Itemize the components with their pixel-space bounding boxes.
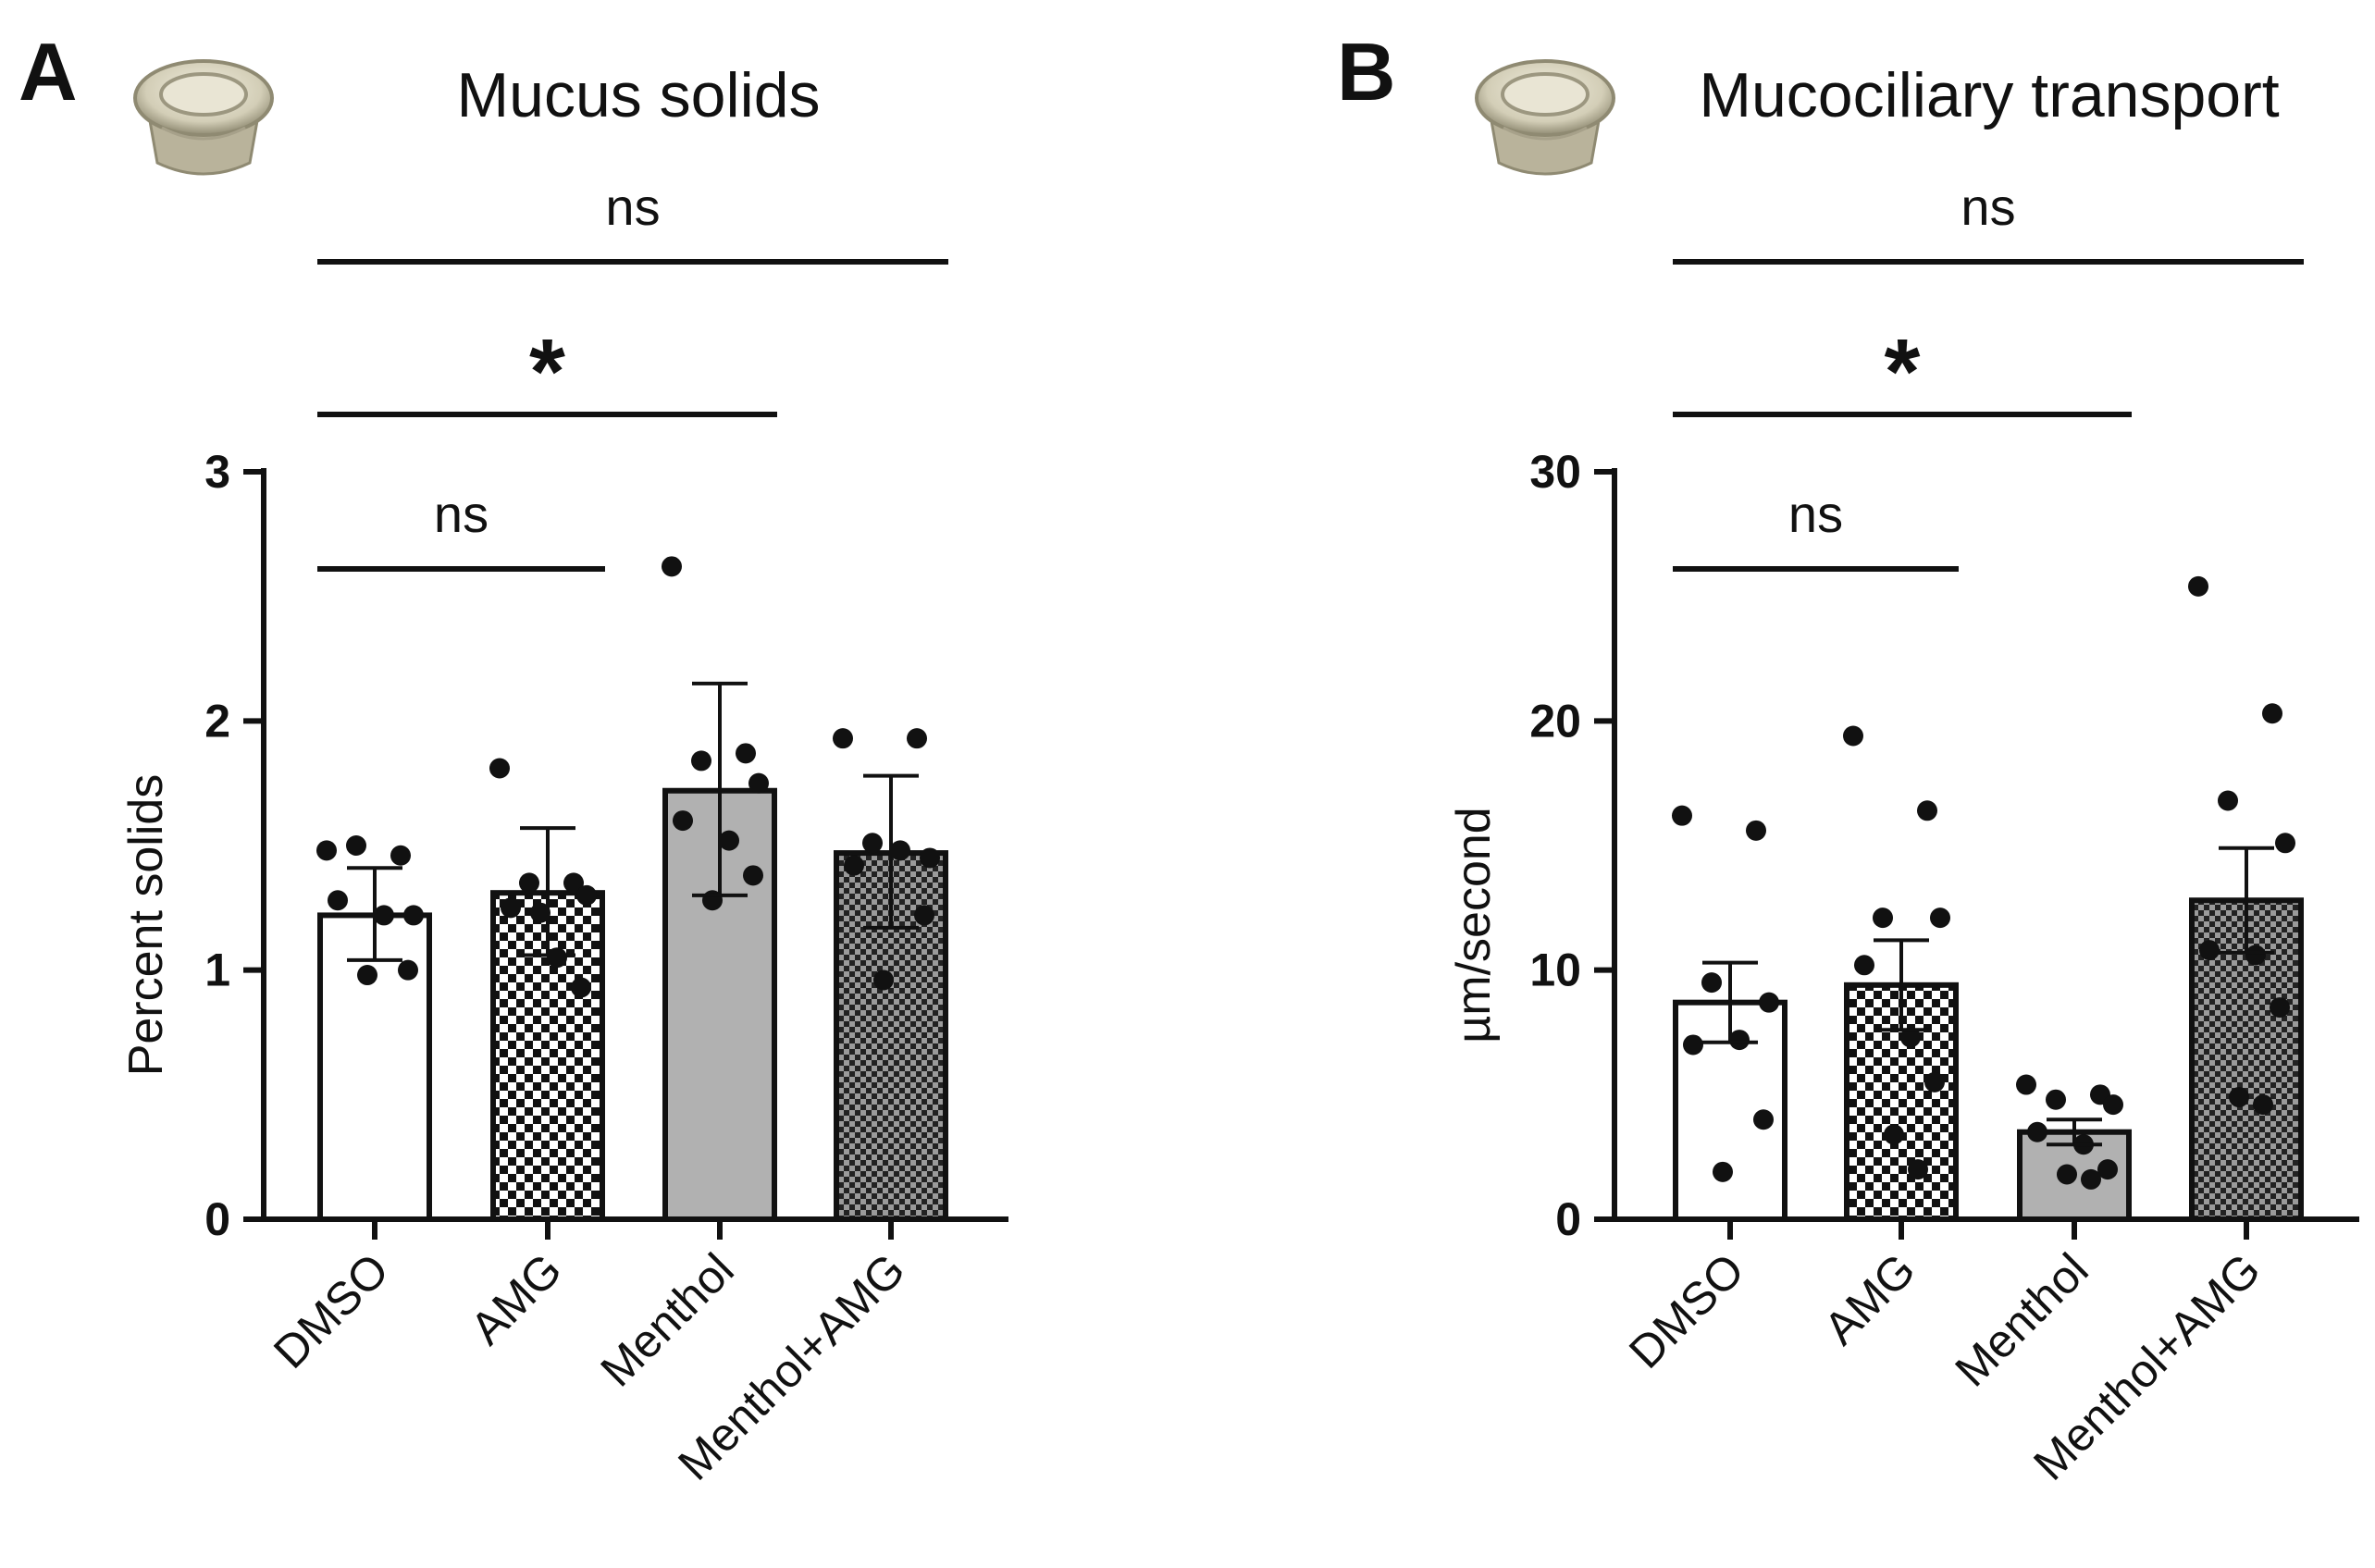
cell-culture-insert-icon bbox=[1475, 59, 1615, 176]
data-point bbox=[833, 728, 853, 749]
data-point bbox=[890, 840, 910, 861]
data-point bbox=[1729, 1030, 1750, 1051]
data-point bbox=[2229, 1087, 2249, 1108]
data-point bbox=[1746, 820, 1766, 841]
data-point bbox=[1924, 1071, 1945, 1093]
y-axis-label-b: µm/second bbox=[1447, 807, 1501, 1043]
cell-culture-insert-icon bbox=[133, 59, 274, 176]
data-point bbox=[2275, 833, 2295, 854]
data-point bbox=[1873, 907, 1893, 929]
data-point bbox=[2253, 1094, 2273, 1116]
data-point bbox=[2081, 1168, 2101, 1190]
y-tick-label: 0 bbox=[1555, 1193, 1581, 1245]
y-tick-label: 1 bbox=[204, 945, 230, 996]
data-point bbox=[519, 872, 539, 894]
data-point bbox=[1843, 725, 1863, 747]
x-tick-label: DMSO bbox=[264, 1243, 399, 1378]
data-point bbox=[576, 884, 597, 906]
data-point bbox=[862, 833, 883, 854]
data-point bbox=[1759, 992, 1779, 1013]
significance-label: * bbox=[1885, 320, 1921, 424]
data-point bbox=[1930, 907, 1950, 929]
data-point bbox=[2057, 1164, 2077, 1185]
significance-label: * bbox=[529, 320, 565, 424]
data-point bbox=[748, 772, 769, 794]
data-point bbox=[2103, 1094, 2123, 1116]
data-point bbox=[1908, 1159, 1928, 1180]
significance-label: ns bbox=[1788, 485, 1843, 543]
data-point bbox=[736, 743, 756, 764]
data-point bbox=[390, 845, 411, 866]
data-point bbox=[328, 890, 348, 911]
data-point bbox=[1884, 1124, 1904, 1145]
y-tick-label: 3 bbox=[204, 446, 230, 498]
data-point bbox=[2016, 1074, 2036, 1095]
data-point bbox=[1672, 805, 1692, 826]
data-point bbox=[1713, 1161, 1733, 1182]
panel-b: B Mucociliary transport µm/second 0 10 20 3… bbox=[1337, 26, 2359, 1490]
data-point bbox=[346, 835, 366, 856]
data-point bbox=[907, 728, 927, 749]
data-point bbox=[2270, 997, 2290, 1019]
data-point bbox=[743, 865, 763, 886]
data-point bbox=[1683, 1034, 1703, 1056]
data-point bbox=[662, 556, 682, 577]
data-point bbox=[873, 969, 894, 991]
y-tick-label: 20 bbox=[1529, 695, 1581, 747]
data-point bbox=[1701, 972, 1722, 994]
data-point bbox=[2245, 945, 2266, 966]
data-point bbox=[1917, 800, 1937, 821]
data-point bbox=[357, 965, 377, 986]
panel-letter-a: A bbox=[19, 26, 78, 117]
data-point bbox=[1854, 955, 1874, 976]
data-point bbox=[2097, 1159, 2118, 1180]
data-point bbox=[914, 905, 934, 926]
data-point bbox=[2262, 703, 2282, 724]
x-tick-label: Menthol bbox=[1945, 1243, 2097, 1396]
x-tick-label: AMG bbox=[461, 1243, 572, 1354]
data-point bbox=[2199, 940, 2220, 961]
data-point bbox=[547, 947, 567, 969]
data-point bbox=[403, 905, 424, 926]
data-point bbox=[1900, 1027, 1921, 1048]
data-point bbox=[563, 872, 584, 894]
data-point bbox=[673, 810, 693, 832]
y-tick-label: 0 bbox=[204, 1193, 230, 1245]
chart-title-b: Mucociliary transport bbox=[1699, 60, 2279, 130]
data-point bbox=[2218, 790, 2238, 811]
x-tick-label: AMG bbox=[1814, 1243, 1925, 1354]
panel-letter-b: B bbox=[1337, 26, 1396, 117]
data-point bbox=[2027, 1121, 2047, 1142]
data-point bbox=[920, 847, 940, 869]
data-point bbox=[719, 830, 739, 851]
significance-label: ns bbox=[434, 485, 489, 543]
data-point bbox=[501, 897, 521, 919]
chart-title-a: Mucus solids bbox=[456, 60, 820, 130]
y-axis-label-a: Percent solids bbox=[119, 774, 173, 1077]
data-point bbox=[374, 905, 394, 926]
data-point bbox=[2188, 575, 2208, 597]
data-point bbox=[844, 855, 864, 876]
significance-label: ns bbox=[1961, 178, 2015, 236]
data-point bbox=[316, 840, 337, 861]
y-tick-label: 10 bbox=[1529, 945, 1581, 996]
data-point bbox=[2046, 1089, 2066, 1110]
y-tick-label: 30 bbox=[1529, 446, 1581, 498]
data-point bbox=[398, 959, 418, 981]
data-point bbox=[691, 750, 711, 772]
data-point bbox=[1753, 1109, 1774, 1130]
y-tick-label: 2 bbox=[204, 695, 230, 747]
data-point bbox=[489, 758, 510, 779]
data-point bbox=[530, 902, 550, 923]
x-tick-label: Menthol bbox=[590, 1243, 743, 1396]
x-tick-label: DMSO bbox=[1619, 1243, 1754, 1378]
data-point bbox=[571, 977, 591, 998]
panel-a: A Mucus solids Percent solids 0 1 2 3 DMSO AM… bbox=[19, 26, 1008, 1490]
significance-label: ns bbox=[605, 178, 660, 236]
